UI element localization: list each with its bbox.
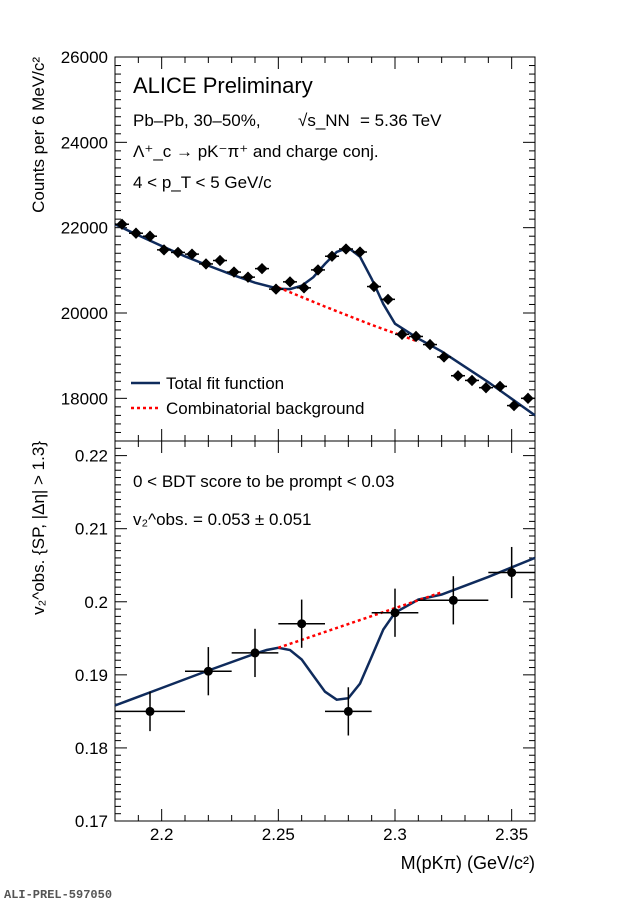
data-point xyxy=(214,254,226,267)
data-point xyxy=(312,264,324,276)
background-curve xyxy=(277,591,443,649)
axis-ticks xyxy=(114,56,536,822)
bdt-selection: 0 < BDT score to be prompt < 0.03 xyxy=(133,472,394,491)
y-tick-label: 0.17 xyxy=(75,812,108,831)
decay-channel: Λ⁺_c → pK⁻π⁺ and charge conj. xyxy=(133,142,379,161)
data-point xyxy=(507,568,517,578)
data-point xyxy=(396,328,408,340)
legend: Total fit function Combinatorial backgro… xyxy=(131,374,364,418)
data-point xyxy=(508,399,520,412)
data-point xyxy=(368,280,380,293)
top-plot-area xyxy=(114,218,536,417)
y-tick-label: 0.21 xyxy=(75,520,108,539)
data-point xyxy=(390,608,400,618)
y-tick-label: 0.2 xyxy=(84,593,108,612)
v2-label: v₂^obs. xyxy=(133,510,188,529)
legend-label-total-fit: Total fit function xyxy=(166,374,284,393)
x-tick-label: 2.35 xyxy=(495,825,528,844)
data-point xyxy=(343,706,353,716)
collision-energy: = 5.36 TeV xyxy=(360,111,442,130)
x-tick-label: 2.2 xyxy=(150,825,174,844)
data-point xyxy=(354,246,366,258)
y-tick-label: 24000 xyxy=(61,133,108,152)
data-point xyxy=(145,706,155,716)
tick-labels: 18000 20000 22000 24000 26000 0.17 0.18 0.19 0.2… xyxy=(61,48,528,844)
y-tick-label: 26000 xyxy=(61,48,108,67)
energy-label: √s_NN xyxy=(298,111,350,130)
data-point xyxy=(172,246,184,259)
data-point xyxy=(452,370,464,382)
legend-label-background: Combinatorial background xyxy=(166,399,364,418)
background-curve xyxy=(277,286,419,343)
data-point xyxy=(144,230,156,242)
data-point xyxy=(298,282,310,294)
data-point xyxy=(466,374,478,387)
data-point xyxy=(382,293,394,306)
data-point xyxy=(203,666,213,676)
data-point xyxy=(326,250,338,262)
data-point xyxy=(242,271,254,283)
data-point xyxy=(424,338,436,351)
collision-system: Pb–Pb, 30–50%, xyxy=(133,111,261,130)
data-point xyxy=(270,283,282,295)
y-tick-label: 22000 xyxy=(61,219,108,238)
data-point xyxy=(228,266,240,278)
data-point xyxy=(186,248,198,260)
chart-title: ALICE Preliminary xyxy=(133,73,313,98)
data-point xyxy=(448,595,458,605)
y-tick-label: 0.18 xyxy=(75,739,108,758)
x-axis-label: M(pKπ) (GeV/c²) xyxy=(401,853,535,873)
data-point xyxy=(340,243,352,255)
pt-range: 4 < p_T < 5 GeV/c xyxy=(133,173,272,192)
data-point xyxy=(130,227,142,239)
data-point xyxy=(438,351,450,363)
bottom-y-axis-label: v₂^obs. {SP, |Δη| > 1.3} xyxy=(29,441,48,615)
y-tick-label: 20000 xyxy=(61,304,108,323)
data-point xyxy=(522,392,534,404)
data-point xyxy=(250,648,260,658)
x-tick-label: 2.3 xyxy=(383,825,407,844)
y-tick-label: 0.22 xyxy=(75,447,108,466)
footer-label: ALI-PREL-597050 xyxy=(4,888,112,902)
data-point xyxy=(480,382,492,394)
v2-value: = 0.053 ± 0.051 xyxy=(193,510,312,529)
data-point xyxy=(494,380,506,393)
y-tick-label: 0.19 xyxy=(75,666,108,685)
y-tick-label: 18000 xyxy=(61,389,108,408)
data-point xyxy=(200,258,212,270)
data-point xyxy=(410,330,422,343)
x-tick-label: 2.25 xyxy=(262,825,295,844)
data-point xyxy=(297,619,307,629)
data-point xyxy=(256,262,268,275)
bottom-plot-area xyxy=(114,546,536,736)
top-y-axis-label: Counts per 6 MeV/c² xyxy=(29,57,48,213)
data-point xyxy=(284,276,296,288)
data-point xyxy=(158,244,170,256)
